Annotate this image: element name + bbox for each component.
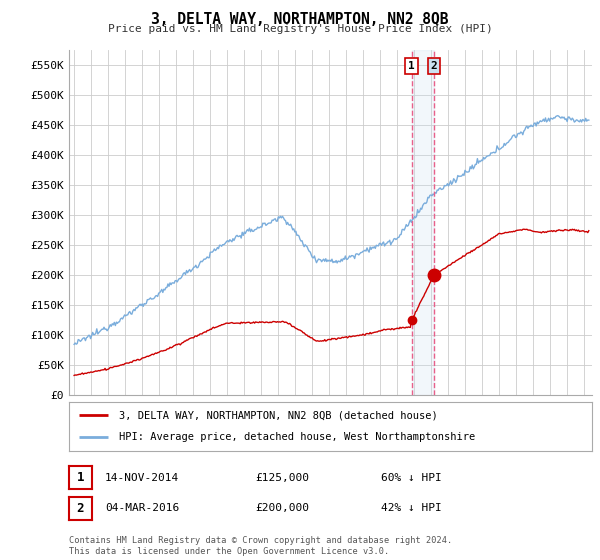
Text: 3, DELTA WAY, NORTHAMPTON, NN2 8QB (detached house): 3, DELTA WAY, NORTHAMPTON, NN2 8QB (deta… — [119, 410, 437, 421]
Text: Contains HM Land Registry data © Crown copyright and database right 2024.
This d: Contains HM Land Registry data © Crown c… — [69, 536, 452, 556]
Text: 14-NOV-2014: 14-NOV-2014 — [105, 473, 179, 483]
Text: 60% ↓ HPI: 60% ↓ HPI — [381, 473, 442, 483]
Text: £125,000: £125,000 — [255, 473, 309, 483]
Text: 2: 2 — [77, 502, 84, 515]
Text: 3, DELTA WAY, NORTHAMPTON, NN2 8QB: 3, DELTA WAY, NORTHAMPTON, NN2 8QB — [151, 12, 449, 27]
Text: HPI: Average price, detached house, West Northamptonshire: HPI: Average price, detached house, West… — [119, 432, 475, 442]
Text: 1: 1 — [408, 61, 415, 71]
Text: 2: 2 — [430, 61, 437, 71]
Text: Price paid vs. HM Land Registry's House Price Index (HPI): Price paid vs. HM Land Registry's House … — [107, 24, 493, 34]
Text: £200,000: £200,000 — [255, 503, 309, 514]
Text: 1: 1 — [77, 471, 84, 484]
Text: 42% ↓ HPI: 42% ↓ HPI — [381, 503, 442, 514]
Text: 04-MAR-2016: 04-MAR-2016 — [105, 503, 179, 514]
Bar — [412, 50, 434, 395]
